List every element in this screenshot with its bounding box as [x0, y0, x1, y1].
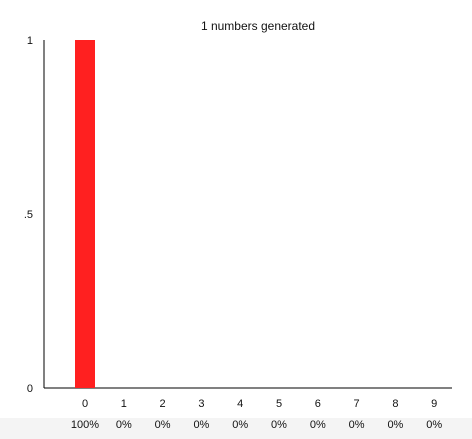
x-tick-label: 9 — [431, 398, 437, 410]
x-tick-label: 4 — [237, 398, 243, 410]
percent-label: 0% — [193, 419, 209, 431]
percent-label: 0% — [310, 419, 326, 431]
y-axis-ticks: 0.51 — [24, 35, 33, 395]
y-tick-label: 1 — [27, 35, 33, 47]
percent-label: 0% — [155, 419, 171, 431]
bottom-band — [0, 418, 472, 439]
y-tick-label: 0 — [27, 383, 33, 395]
percent-label: 0% — [116, 419, 132, 431]
x-tick-label: 1 — [121, 398, 127, 410]
x-tick-label: 6 — [315, 398, 321, 410]
bar — [75, 40, 95, 388]
percent-label: 0% — [387, 419, 403, 431]
percent-labels: 100% 0% 0% 0% 0% 0% 0% 0% 0% 0% — [71, 419, 442, 431]
x-tick-label: 2 — [160, 398, 166, 410]
percent-label: 0% — [232, 419, 248, 431]
bars-group — [75, 40, 95, 388]
x-tick-label: 7 — [354, 398, 360, 410]
percent-label: 0% — [349, 419, 365, 431]
y-tick-label: .5 — [24, 209, 33, 221]
x-tick-label: 0 — [82, 398, 88, 410]
percent-label: 0% — [271, 419, 287, 431]
chart-title: 1 numbers generated — [201, 19, 315, 33]
x-axis-labels: 0 1 2 3 4 5 6 7 8 9 — [82, 398, 437, 410]
percent-label: 0% — [426, 419, 442, 431]
percent-label: 100% — [71, 419, 99, 431]
x-tick-label: 8 — [392, 398, 398, 410]
x-tick-label: 5 — [276, 398, 282, 410]
x-tick-label: 3 — [198, 398, 204, 410]
